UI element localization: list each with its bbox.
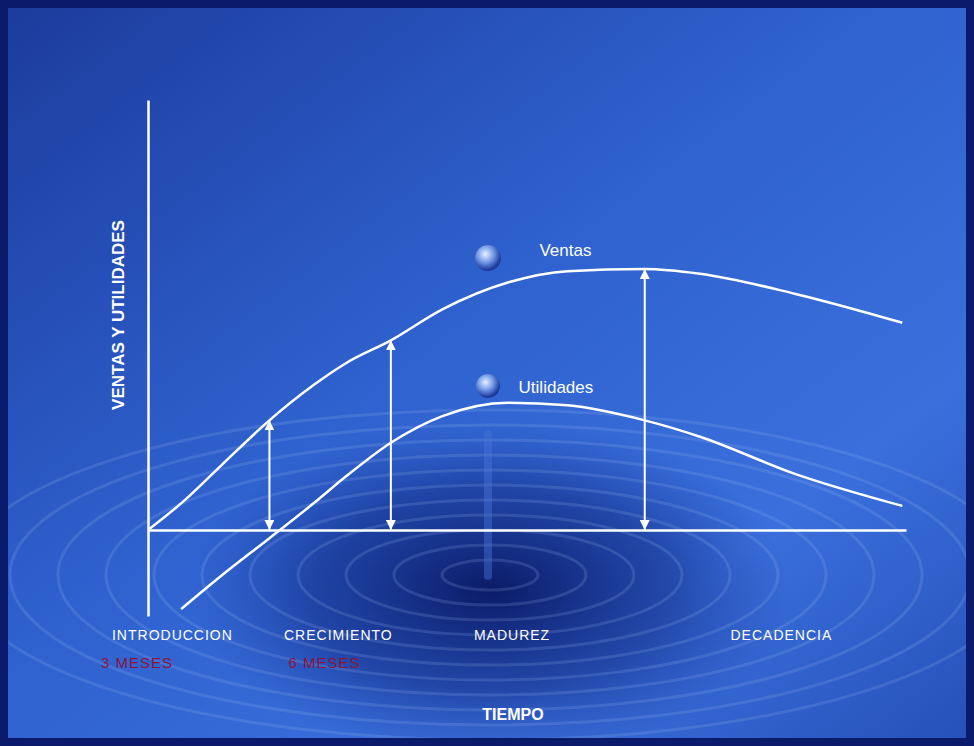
annotation: 3 MESES bbox=[101, 654, 173, 671]
y-axis bbox=[148, 101, 149, 617]
chart: INTRODUCCION CRECIMIENTO MADUREZ DECADENCIA… bbox=[0, 0, 974, 746]
x-tick-label: CRECIMIENTO bbox=[284, 627, 393, 643]
background bbox=[0, 0, 974, 746]
x-tick-label: DECADENCIA bbox=[730, 627, 832, 643]
x-tick: CRECIMIENTO bbox=[284, 530, 393, 643]
y-axis-title: VENTAS Y UTILIDADES bbox=[109, 220, 128, 410]
drop bbox=[476, 374, 500, 398]
y-axis-line bbox=[147, 101, 150, 617]
ripple bbox=[0, 410, 974, 740]
arrow bbox=[268, 420, 270, 530]
x-axis-title: TIEMPO bbox=[482, 706, 543, 723]
x-tick: DECADENCIA bbox=[730, 530, 832, 643]
background-spot bbox=[190, 420, 790, 746]
arrow bbox=[644, 269, 646, 530]
x-axis-line bbox=[149, 529, 907, 532]
x-tick-label: MADUREZ bbox=[474, 627, 550, 643]
series-label: Utilidades bbox=[519, 378, 594, 397]
annotation: 6 MESES bbox=[289, 654, 361, 671]
x-tick: INTRODUCCION bbox=[112, 530, 233, 643]
ripples bbox=[0, 410, 974, 740]
series-line bbox=[148, 269, 902, 530]
x-tick-label: INTRODUCCION bbox=[112, 627, 233, 643]
splash bbox=[484, 430, 492, 580]
frame bbox=[4, 4, 970, 742]
series-line bbox=[181, 403, 902, 609]
x-axis: INTRODUCCION CRECIMIENTO MADUREZ DECADENCIA bbox=[112, 530, 907, 643]
x-tick: MADUREZ bbox=[474, 530, 550, 643]
drop bbox=[475, 245, 501, 271]
plot-area bbox=[148, 269, 902, 609]
arrow bbox=[390, 340, 392, 530]
series-label: Ventas bbox=[539, 241, 591, 260]
ripple bbox=[10, 425, 970, 725]
